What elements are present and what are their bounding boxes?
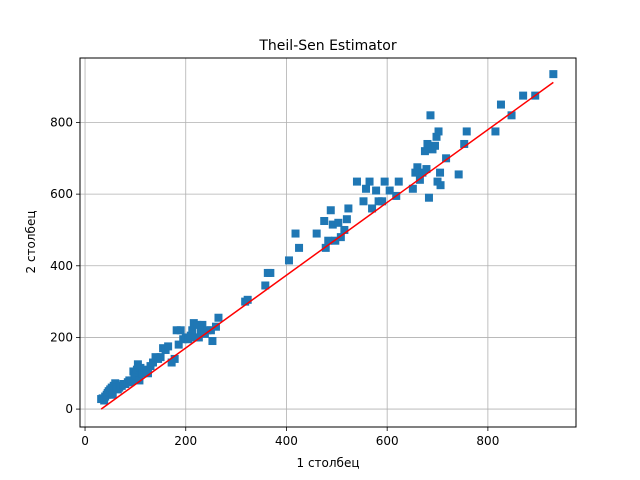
y-axis-ticks: 0 200 400 600 800	[50, 115, 80, 416]
x-axis-label: 1 столбец	[297, 456, 360, 470]
data-point	[143, 369, 152, 378]
y-tick-label: 0	[65, 402, 73, 416]
y-tick-label: 600	[50, 187, 73, 201]
data-point	[194, 333, 203, 342]
data-point	[326, 206, 335, 215]
data-point	[415, 175, 424, 184]
data-point	[188, 326, 197, 335]
data-point	[208, 337, 217, 346]
data-point	[549, 70, 558, 79]
x-tick-label: 600	[376, 434, 399, 448]
y-axis-label: 2 столбец	[24, 211, 38, 274]
data-point	[111, 379, 120, 388]
data-point	[334, 218, 343, 227]
data-point	[418, 168, 427, 177]
data-point	[131, 371, 140, 380]
data-point	[342, 215, 351, 224]
data-point	[295, 243, 304, 252]
data-point	[460, 139, 469, 148]
chart-title: Theil-Sen Estimator	[258, 38, 396, 54]
data-point	[431, 141, 440, 150]
data-point	[170, 354, 179, 363]
data-point	[496, 100, 505, 109]
data-point	[172, 326, 181, 335]
data-point	[507, 111, 516, 120]
plot-area-frame	[79, 57, 577, 428]
x-axis-ticks: 0 200 400 600 800	[81, 427, 499, 448]
data-point	[424, 193, 433, 202]
theil-sen-fit-line	[100, 81, 554, 410]
y-tick-label: 200	[50, 330, 73, 344]
data-point	[324, 236, 333, 245]
data-point	[352, 177, 361, 186]
y-tick-label: 800	[50, 115, 73, 129]
data-point	[365, 177, 374, 186]
y-tick-label: 400	[50, 259, 73, 273]
data-point	[432, 132, 441, 141]
grid-lines	[80, 58, 576, 427]
data-point	[214, 313, 223, 322]
x-tick-label: 0	[81, 434, 89, 448]
data-point	[380, 177, 389, 186]
x-tick-label: 400	[275, 434, 298, 448]
data-point	[434, 127, 443, 136]
data-point	[385, 186, 394, 195]
data-point	[321, 243, 330, 252]
data-point	[426, 111, 435, 120]
data-point	[340, 225, 349, 234]
data-point	[135, 376, 144, 385]
data-point	[320, 217, 329, 226]
fit-line-layer	[100, 81, 554, 410]
data-point	[176, 326, 185, 335]
data-point	[344, 204, 353, 213]
data-point	[284, 256, 293, 265]
data-point	[359, 197, 368, 206]
data-point	[196, 328, 205, 337]
x-tick-label: 800	[476, 434, 499, 448]
data-point	[174, 340, 183, 349]
data-point	[378, 197, 387, 206]
data-point	[442, 154, 451, 163]
data-point	[266, 268, 275, 277]
data-point	[156, 353, 165, 362]
data-point	[420, 147, 429, 156]
data-point	[108, 390, 117, 399]
data-point	[462, 127, 471, 136]
data-point	[519, 91, 528, 100]
data-point	[394, 177, 403, 186]
data-point	[336, 233, 345, 242]
data-point	[454, 170, 463, 179]
data-point	[243, 295, 252, 304]
data-point	[362, 184, 371, 193]
data-point	[436, 181, 445, 190]
data-point	[411, 168, 420, 177]
data-point	[291, 229, 300, 238]
data-point	[198, 320, 207, 329]
data-point	[408, 184, 417, 193]
data-point	[193, 320, 202, 329]
data-points	[97, 70, 558, 405]
data-point	[368, 204, 377, 213]
data-point	[328, 220, 337, 229]
data-point	[312, 229, 321, 238]
data-point	[136, 363, 145, 372]
data-point	[372, 186, 381, 195]
data-point	[413, 163, 422, 172]
data-point	[423, 139, 432, 148]
data-point	[149, 358, 158, 367]
x-tick-label: 200	[174, 434, 197, 448]
data-point	[422, 165, 431, 174]
data-point	[186, 331, 195, 340]
data-point	[491, 127, 500, 136]
data-point	[164, 342, 173, 351]
data-point	[261, 281, 270, 290]
data-point	[436, 168, 445, 177]
